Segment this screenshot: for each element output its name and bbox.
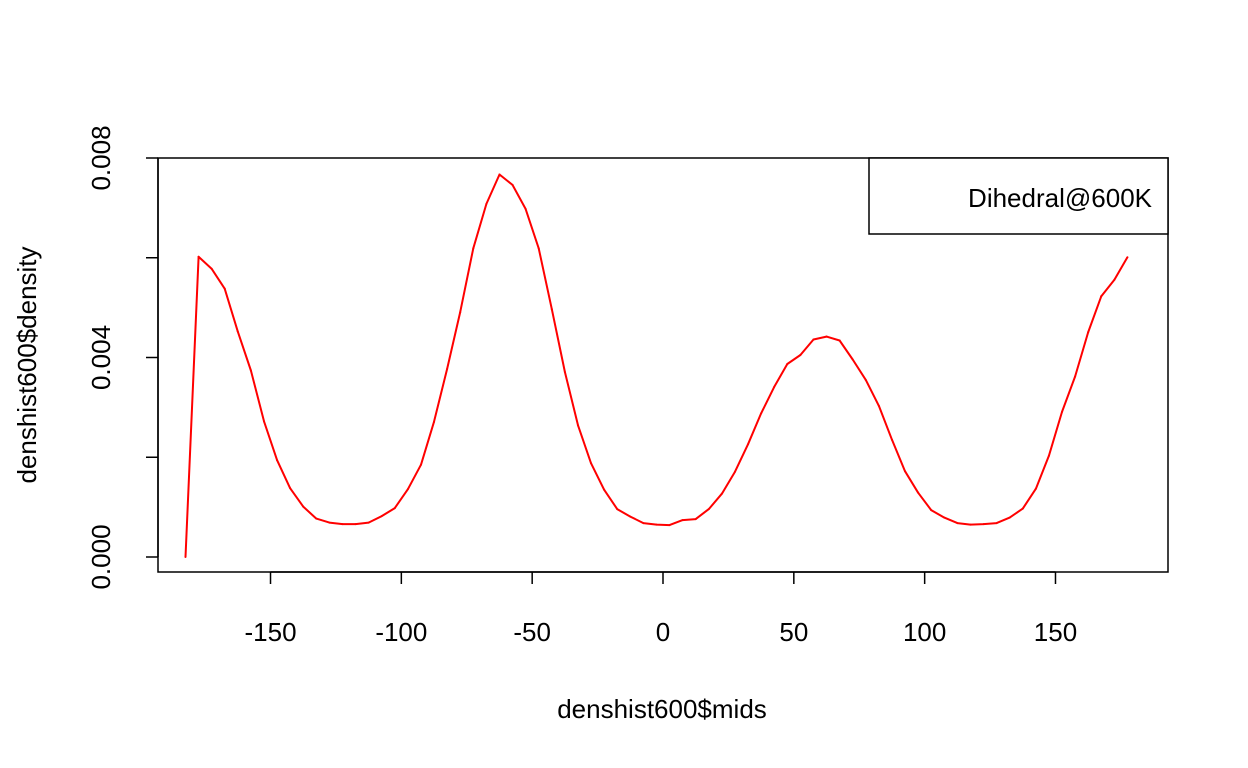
data-point [184,556,187,558]
data-point [367,521,370,524]
data-point [603,488,606,491]
data-point [354,523,357,526]
data-point [590,462,593,465]
data-point [930,509,933,512]
data-point [328,521,331,524]
data-point [223,287,226,290]
data-point [1008,516,1011,519]
data-point [642,522,645,525]
data-point [851,358,854,361]
x-tick-label: -100 [375,617,427,647]
x-axis: -150 -100 -50 0 50 100 150 [244,571,1077,647]
data-point [380,515,383,518]
data-point [694,518,697,521]
data-point [943,516,946,519]
data-point [799,354,802,357]
data-point [1100,295,1103,298]
data-point [825,335,828,338]
data-point [707,508,710,511]
data-point [276,459,279,462]
data-point [1113,278,1116,281]
data-point [629,515,632,518]
data-point [812,338,815,341]
data-point [1061,410,1064,413]
data-point [1087,331,1090,334]
data-point [289,487,292,490]
data-point [576,424,579,427]
data-point [1074,375,1077,378]
data-point [1034,487,1037,490]
x-tick-label: 50 [779,617,808,647]
data-point [747,443,750,446]
data-point [498,173,501,176]
data-point [210,267,213,270]
y-axis: 0.000 0.004 0.008 [86,125,159,590]
data-point [904,470,907,473]
data-point [197,255,200,258]
data-point [1021,507,1024,510]
data-point [864,378,867,381]
x-tick-label: 150 [1034,617,1077,647]
legend-box [868,157,1169,235]
y-tick-label: 0.000 [86,524,116,589]
data-point [249,369,252,372]
data-point [616,508,619,511]
y-tick-label: 0.008 [86,125,116,190]
data-point [733,470,736,473]
x-tick-label: 0 [656,617,670,647]
data-point [524,207,527,210]
data-point [720,492,723,495]
data-point [341,523,344,526]
data-point [838,339,841,342]
data-point [995,522,998,525]
data-point [419,463,422,466]
y-axis-title: denshist600$density [12,246,42,483]
data-point [550,308,553,311]
data-point [433,420,436,423]
data-point [890,438,893,441]
data-point [956,522,959,525]
data-point [315,517,318,520]
data-point [537,247,540,250]
data-point [969,523,972,526]
data-point [563,370,566,373]
series-points [184,173,1129,558]
x-tick-label: -150 [244,617,296,647]
data-point [1126,256,1129,259]
x-axis-title: denshist600$mids [557,694,767,724]
data-point [681,519,684,522]
data-point [1047,454,1050,457]
data-point [236,330,239,333]
data-point [760,412,763,415]
legend-entry-dihedral: Dihedral@600K [968,183,1153,213]
data-point [472,247,475,250]
data-point [917,491,920,494]
y-tick-label: 0.004 [86,325,116,390]
data-point [982,523,985,526]
data-point [459,311,462,314]
x-tick-label: -50 [513,617,551,647]
data-point [446,367,449,370]
data-point [262,420,265,423]
data-point [786,362,789,365]
data-point [511,183,514,186]
data-point [406,488,409,491]
data-point [668,524,671,527]
data-point [773,385,776,388]
data-point [485,202,488,205]
x-tick-label: 100 [903,617,946,647]
legend: Dihedral@600K [868,157,1169,235]
data-point [393,507,396,510]
data-point [302,505,305,508]
data-point [877,404,880,407]
data-point [655,523,658,526]
